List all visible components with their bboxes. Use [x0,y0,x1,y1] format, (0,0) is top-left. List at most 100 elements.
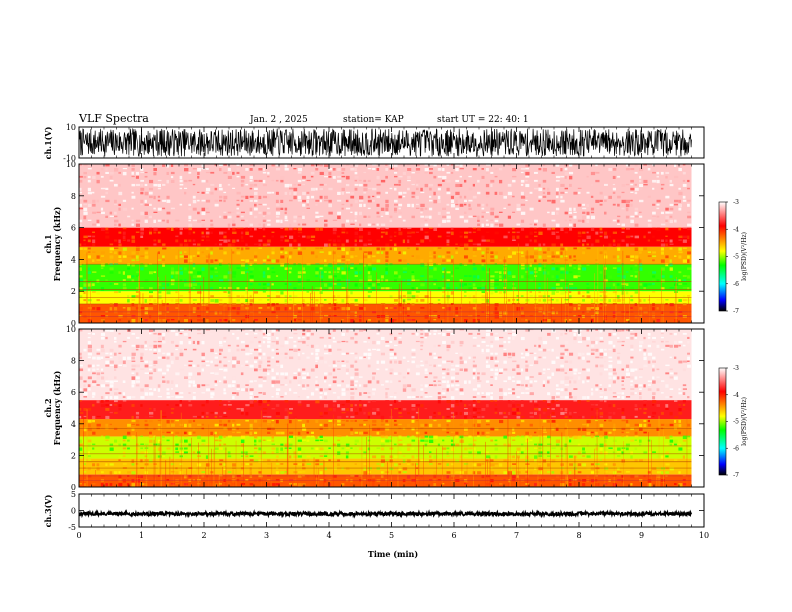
spectrum-cell [656,219,661,223]
spectrum-cell [385,175,388,179]
spectrum-cell [245,451,248,455]
spectrum-cell [166,404,169,406]
spectrum-cell [665,299,669,301]
spectrum-cell [179,271,183,275]
spectrum-cell [459,411,462,416]
spectrum-cell [131,332,136,335]
spectrum-cell [289,419,292,424]
spectrum-cell [306,483,311,486]
spectrum-cell [140,435,143,437]
spectrum-cell [407,483,412,485]
spectrum-cell [214,352,218,354]
spectrum-cell [205,400,209,404]
spectrum-cell [525,168,529,170]
spectrum-cell [170,471,175,473]
spectrum-cell [201,164,205,168]
spectrum-cell [420,191,425,194]
spectrum-cell [459,168,464,170]
spectrum-cell [275,164,279,167]
spectrum-cell [162,199,167,202]
spectrum-cell [262,179,266,184]
spectrum-cell [639,267,643,271]
spectrum-cell [249,235,254,238]
spectrum-cell [529,263,532,267]
spectrum-cell [385,255,389,259]
spectrum-cell [297,471,302,473]
spectrum-cell [507,255,512,258]
spectrum-cell [529,376,534,378]
spectrum-cell [83,380,87,383]
spectrum-cell [192,219,198,222]
spectrum-cell [258,471,262,474]
spectrum-cell [494,168,498,170]
spectrum-cell [398,215,402,218]
spectrum-cell [573,259,577,261]
spectrum-cell [79,356,83,359]
spectrum-cell [617,247,621,251]
spectrum-cell [394,279,397,282]
spectrum-cell [573,191,578,195]
spectrum-cell [114,307,118,311]
spectrum-cell [560,168,563,172]
spectrum-cell [459,307,462,310]
spectrum-cell [210,348,214,353]
spectrum-cell [407,307,410,311]
spectrum-cell [512,275,516,278]
spectrum-cell [398,183,401,186]
spectrum-cell [149,203,152,206]
spectrum-cell [586,247,591,250]
spectrum-cell [415,255,420,259]
spectrum-cell [503,283,507,285]
spectrum-cell [236,267,241,269]
spectrum-cell [429,332,432,335]
spectrum-cell [551,372,555,376]
spectrum-cell [569,183,572,187]
spectrum-cell [310,235,316,238]
spectrum-cell [245,259,250,263]
spectrum-cell [144,307,149,311]
spectrum-cell [284,283,288,285]
spectrum-cell [166,419,170,424]
spectrum-cell [630,235,634,238]
spectrum-cell [223,231,227,234]
spectrum-cell [275,348,279,350]
spectrum-cell [569,463,574,466]
spectrum-cell [184,332,188,336]
spectrum-cell [442,372,445,375]
spectrum-cell [464,483,469,485]
spectrum-cell [525,447,529,450]
spectrum-cell [175,239,179,243]
spectrum-cell [499,463,503,467]
spectrum-cell [481,408,486,411]
spectrum-cell [114,396,119,400]
spectrum-cell [398,411,402,414]
spectrum-cell [429,275,433,278]
spectrum-cell [227,427,232,431]
spectrum-cell [402,408,407,411]
spectrum-cell [682,283,688,285]
spectrum-cell [437,356,442,359]
spectrum-cell [332,376,337,379]
spectrum-cell [214,187,218,191]
spectrum-cell [446,239,450,243]
spectrum-cell [79,408,82,411]
spectrum-cell [459,471,464,474]
spectrum-cell [569,271,573,274]
spectrum-cell [564,415,568,418]
spectrum-cell [319,336,324,339]
spectrum-cell [118,471,121,474]
spectrum-cell [337,423,341,426]
spectrum-cell [577,267,581,271]
spectrum-cell [411,408,416,411]
spectrum-cell [306,303,310,307]
spectrum-cell [490,400,494,402]
spectrum-cell [551,267,555,271]
spectrum-cell [555,400,559,402]
spectrum-cell [442,483,445,485]
spectrum-cell [197,423,202,426]
spectrum-cell [494,203,498,208]
spectrum-cell [315,203,318,206]
spectrum-cell [555,179,560,182]
spectrum-cell [481,279,485,282]
spectrum-cell [131,423,136,425]
